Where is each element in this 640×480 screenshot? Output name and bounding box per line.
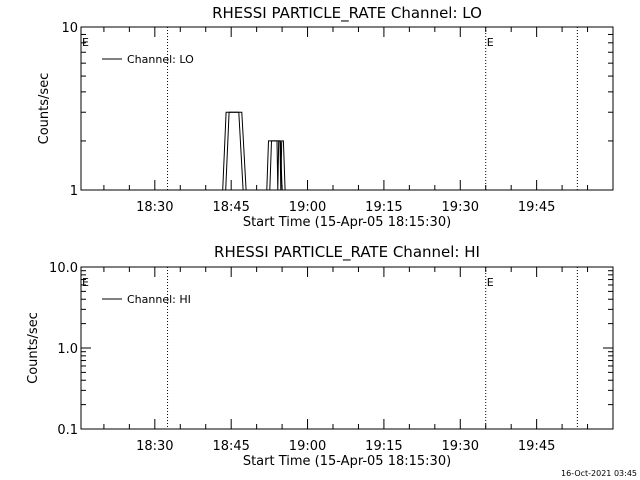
legend-label: Channel: HI (127, 293, 191, 306)
x-tick-label: 19:15 (365, 200, 402, 215)
y-tick-label: 10 (61, 21, 78, 36)
y-axis-label: Counts/sec (26, 312, 41, 384)
x-tick-label: 19:15 (365, 439, 402, 454)
chart-title: RHESSI PARTICLE_RATE Channel: LO (212, 4, 482, 23)
legend: Channel: LO (102, 53, 194, 66)
x-tick-label: 19:30 (442, 439, 479, 454)
x-tick-label: 18:45 (212, 439, 249, 454)
event-marker-left: E (82, 36, 89, 49)
y-tick-label: 1.0 (57, 342, 78, 357)
x-tick-label: 18:45 (212, 200, 249, 215)
event-marker-left: E (82, 276, 89, 289)
footer-timestamp: 16-Oct-2021 03:45 (561, 469, 637, 478)
x-tick-label: 19:00 (289, 200, 326, 215)
plot-frame (80, 26, 614, 191)
y-axis-label: Counts/sec (37, 73, 52, 145)
x-tick-label: 19:00 (289, 439, 326, 454)
x-axis-label: Start Time (15-Apr-05 18:15:30) (243, 215, 451, 230)
chart-panel-2: RHESSI PARTICLE_RATE Channel: HI 0.1 1.0 10… (26, 243, 614, 469)
event-marker: E (487, 276, 494, 289)
x-tick-label: 18:30 (136, 439, 173, 454)
y-tick-label: 1 (70, 184, 78, 199)
x-tick-label: 19:30 (442, 200, 479, 215)
y-tick-label: 10.0 (49, 261, 78, 276)
x-axis-label: Start Time (15-Apr-05 18:15:30) (243, 454, 451, 469)
x-tick-label: 18:30 (136, 200, 173, 215)
event-marker: E (487, 36, 494, 49)
series-line-1-trace (225, 111, 286, 191)
y-tick-label: 0.1 (57, 423, 78, 438)
series-line-1 (222, 111, 283, 191)
plot-frame (80, 266, 614, 430)
x-tick-label: 19:45 (518, 439, 555, 454)
x-tick-label: 19:45 (518, 200, 555, 215)
chart-title: RHESSI PARTICLE_RATE Channel: HI (214, 243, 480, 262)
legend-label: Channel: LO (127, 53, 194, 66)
chart-panel-1: RHESSI PARTICLE_RATE Channel: LO 1 10 Count… (37, 4, 614, 230)
legend: Channel: HI (102, 293, 191, 306)
chart-panels: RHESSI PARTICLE_RATE Channel: LO 1 10 Count… (26, 4, 614, 469)
